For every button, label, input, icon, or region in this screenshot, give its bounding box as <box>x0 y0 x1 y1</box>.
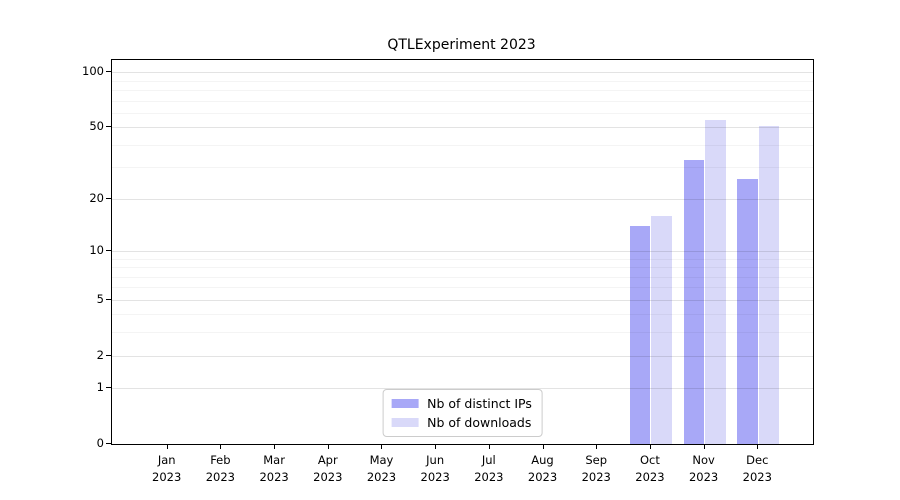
x-tick-label-nov: Nov 2023 <box>688 453 719 484</box>
x-tick-mark-jun <box>435 444 437 449</box>
y-tick-label-50: 50 <box>89 119 104 134</box>
x-tick-mark-sep <box>596 444 598 449</box>
x-tick-mark-oct <box>649 444 651 449</box>
x-tick-mark-may <box>381 444 383 449</box>
x-tick-mark-mar <box>274 444 276 449</box>
gridline-30 <box>112 167 813 169</box>
gridline-20 <box>112 198 813 200</box>
gridline-100 <box>112 72 813 74</box>
x-tick-mark-apr <box>327 444 329 449</box>
legend-label-downloads: Nb of downloads <box>427 415 532 430</box>
y-tick-label-1: 1 <box>96 380 104 395</box>
gridline-70 <box>112 100 813 102</box>
x-tick-label-oct: Oct 2023 <box>635 453 665 484</box>
y-tick-mark-0 <box>106 443 111 444</box>
gridline-5 <box>112 299 813 301</box>
gridline-8 <box>112 267 813 268</box>
plot-area: Nb of distinct IPs Nb of downloads <box>111 59 814 445</box>
x-tick-label-aug: Aug 2023 <box>527 453 558 484</box>
gridline-6 <box>112 287 813 289</box>
gridline-3 <box>112 332 813 334</box>
gridline-90 <box>112 80 813 82</box>
y-tick-label-5: 5 <box>96 291 104 306</box>
gridline-80 <box>112 90 813 92</box>
y-tick-mark-20 <box>106 197 111 199</box>
gridline-60 <box>112 112 813 114</box>
y-tick-label-10: 10 <box>89 242 104 257</box>
x-tick-label-apr: Apr 2023 <box>313 453 343 484</box>
legend-swatch-downloads <box>391 418 419 427</box>
gridline-4 <box>112 314 813 316</box>
x-tick-mark-jul <box>488 444 490 449</box>
y-tick-label-0: 0 <box>96 436 104 450</box>
legend-entry-distinct-ips: Nb of distinct IPs <box>391 396 532 411</box>
chart-title: QTLExperiment 2023 <box>387 37 536 53</box>
x-tick-label-jun: Jun 2023 <box>420 453 450 484</box>
x-tick-label-may: May 2023 <box>366 453 397 484</box>
gridline-10 <box>112 250 813 252</box>
bar-downloads-dec <box>758 125 780 444</box>
legend: Nb of distinct IPs Nb of downloads <box>382 389 543 437</box>
x-tick-label-dec: Dec 2023 <box>742 453 772 484</box>
gridline-40 <box>112 144 813 146</box>
gridline-1 <box>112 388 813 390</box>
gridline-9 <box>112 258 813 260</box>
y-tick-mark-10 <box>106 249 111 251</box>
bar-downloads-nov <box>705 119 726 444</box>
x-tick-label-mar: Mar 2023 <box>259 453 289 484</box>
x-tick-label-jan: Jan 2023 <box>152 453 182 484</box>
y-tick-mark-5 <box>106 298 111 300</box>
gridline-2 <box>112 355 813 357</box>
gridline-7 <box>112 276 813 278</box>
bar-distinct-ips-dec <box>737 178 758 444</box>
x-tick-mark-jan <box>166 444 168 449</box>
x-tick-label-jul: Jul 2023 <box>474 453 504 484</box>
x-tick-label-sep: Sep 2023 <box>581 453 611 484</box>
bar-downloads-oct <box>651 215 672 444</box>
legend-swatch-distinct-ips <box>391 399 419 408</box>
x-tick-label-feb: Feb 2023 <box>205 453 236 484</box>
y-tick-mark-1 <box>106 387 111 389</box>
gridline-50 <box>112 127 813 129</box>
y-tick-mark-100 <box>106 71 111 73</box>
y-tick-mark-2 <box>106 354 111 356</box>
y-tick-label-100: 100 <box>82 64 104 79</box>
y-tick-label-20: 20 <box>89 190 104 205</box>
bar-distinct-ips-oct <box>629 225 651 444</box>
x-tick-mark-aug <box>542 444 544 449</box>
y-tick-mark-50 <box>106 126 111 128</box>
y-tick-label-2: 2 <box>96 347 104 362</box>
x-tick-mark-nov <box>703 444 705 449</box>
x-tick-mark-dec <box>757 444 759 449</box>
bar-distinct-ips-nov <box>683 159 705 444</box>
legend-label-distinct-ips: Nb of distinct IPs <box>427 396 532 411</box>
x-tick-mark-feb <box>220 444 222 449</box>
legend-entry-downloads: Nb of downloads <box>391 415 532 430</box>
